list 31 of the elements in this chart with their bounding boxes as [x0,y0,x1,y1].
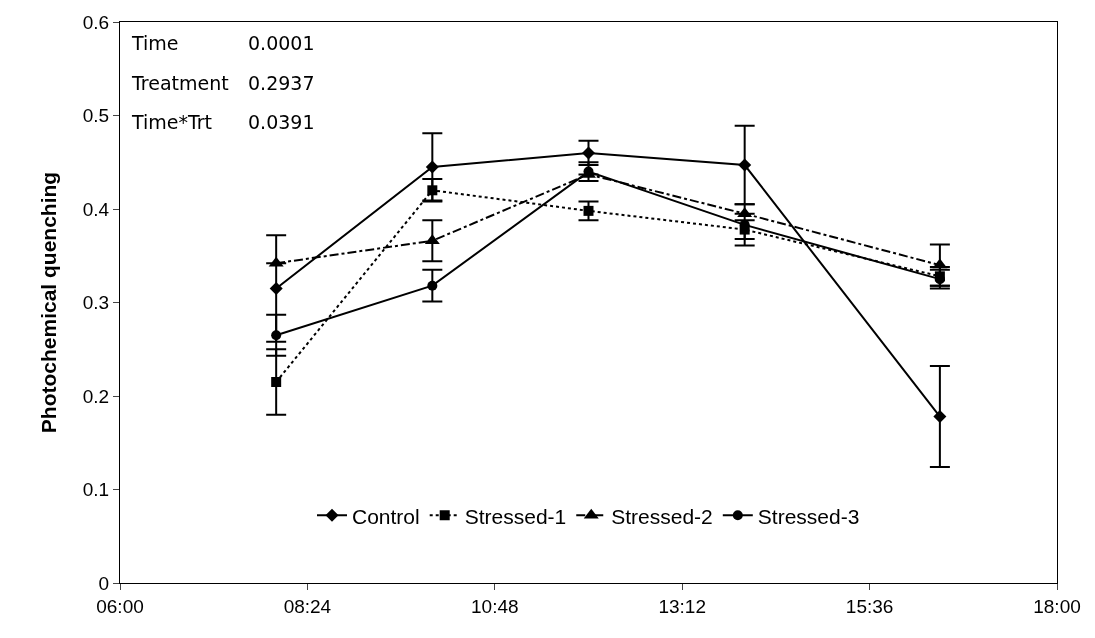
annotation: 0.0001 [248,32,315,54]
legend-label: Stressed-1 [464,504,567,528]
legend-label: Control [352,504,420,528]
x-tick-label: 10:48 [471,595,519,617]
y-tick-label: 0.6 [82,11,110,33]
y-axis-title: Photochemical quenching [36,171,60,434]
y-tick-label: 0.5 [82,105,110,127]
point [582,146,595,160]
annotation: 0.2937 [248,72,315,94]
legend-label: Stressed-3 [757,504,860,528]
legend-label: Stressed-2 [611,504,713,528]
x-tick-label: 06:00 [96,595,144,617]
x-tick-label: 08:24 [283,595,332,617]
annotation: Time [131,32,179,54]
x-tick-label: 15:36 [845,595,894,617]
point [425,160,439,174]
point [738,158,752,172]
x-tick-label: 13:12 [658,595,706,617]
point [269,281,283,295]
point [933,410,947,424]
annotation: Time*Trt [131,111,213,133]
annotation: 0.0391 [248,111,315,133]
point [427,280,438,291]
y-tick-label: 0.3 [82,292,110,314]
x-tick-label: 18:00 [1033,595,1081,617]
y-tick-label: 0.2 [82,385,110,407]
annotation: Treatment [131,72,229,94]
y-tick-label: 0 [98,572,110,594]
y-tick-label: 0.4 [82,198,110,220]
point [271,330,282,341]
y-tick-label: 0.1 [82,479,110,501]
